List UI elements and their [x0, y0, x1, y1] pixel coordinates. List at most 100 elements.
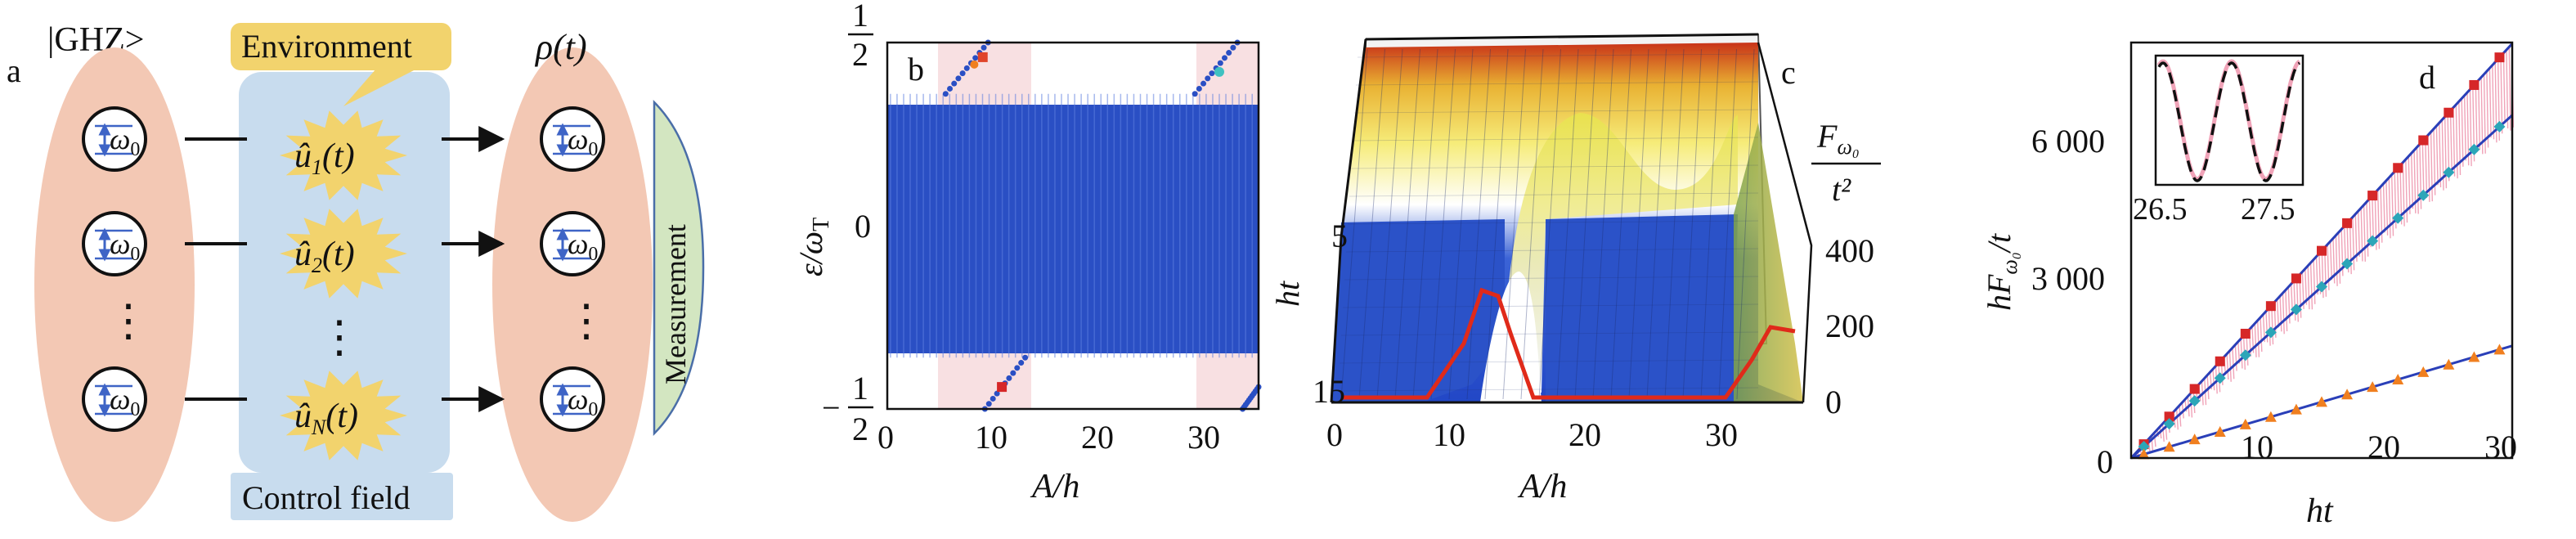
panel-d-ylabel-sub: ω₀: [1998, 252, 2022, 274]
quasienergy-point: [1205, 75, 1211, 82]
mesh-line: [1342, 303, 1759, 308]
mesh-line: [1484, 48, 1509, 400]
qubits-left: ω0 ω0 ω0: [82, 106, 147, 432]
b-ytick-bottom-den: 2: [852, 411, 868, 447]
environment-label-box: [231, 23, 451, 70]
quasienergy-point: [1217, 60, 1223, 66]
starburst-3: ûN(t): [280, 371, 407, 460]
mesh-line: [1352, 137, 1759, 141]
series-marker: [2393, 163, 2403, 173]
panel-c-edge-profile: [1341, 287, 1796, 400]
series-marker: [2317, 245, 2327, 256]
series-marker: [2316, 396, 2327, 407]
panel-c-blue-mid: [1546, 214, 1738, 402]
mesh-line: [1355, 81, 1759, 86]
mesh-line: [1345, 248, 1759, 253]
c-ytick-15: 15: [1313, 373, 1345, 410]
quasienergy-point: [1226, 50, 1232, 56]
dots-left: ⋮: [106, 296, 150, 345]
omega-label: ω0: [110, 123, 140, 160]
quasienergy-point: [1221, 55, 1227, 61]
mesh-line: [1358, 48, 1385, 400]
mesh-line: [1349, 192, 1759, 197]
burst-shape: [280, 371, 407, 460]
flow-arrows: [185, 126, 505, 412]
quasienergy-point: [1230, 44, 1236, 51]
series-marker: [2239, 418, 2251, 429]
mesh-line: [1394, 48, 1420, 400]
omega-label: ω0: [110, 227, 140, 265]
mesh-line: [1700, 48, 1720, 400]
series-marker: [2468, 351, 2480, 362]
series-marker: [2214, 372, 2226, 384]
series-marker: [2444, 107, 2454, 118]
quasienergy-point: [1006, 375, 1012, 381]
burst-shape: [280, 209, 407, 299]
panel-a-label: a: [7, 52, 21, 89]
panel-d-markers: [2138, 52, 2506, 460]
mesh-line: [1376, 48, 1403, 400]
mesh-line: [1664, 48, 1685, 400]
quasienergy-point: [942, 91, 949, 97]
speech-tail: [343, 69, 417, 106]
inset-curves: [2156, 59, 2301, 182]
b-xtick-20: 20: [1081, 419, 1114, 456]
mesh-line: [1610, 48, 1631, 400]
series-marker: [2342, 218, 2353, 228]
qubit-left: ω0: [82, 106, 147, 172]
panel-c-zlabel-num: Fω₀: [1816, 118, 1860, 159]
series-marker: [2239, 349, 2251, 362]
omega-label: ω0: [568, 383, 598, 420]
measurement-label: Measurement: [659, 224, 692, 384]
measurement-block: [653, 99, 705, 437]
panel-d-ylabel: hFω₀/t: [1981, 233, 2022, 311]
panel-c-frame-left: [1330, 38, 1367, 403]
series-marker: [2316, 281, 2327, 293]
panel-b-xlabel: A/h: [1030, 468, 1079, 505]
mesh-line: [1357, 53, 1759, 58]
quasienergy-point: [1014, 365, 1021, 371]
panel-c-label: c: [1781, 54, 1796, 91]
panel-d-frame: [2129, 41, 2514, 460]
mesh-line: [1682, 48, 1702, 400]
qubit-right: ω0: [540, 106, 605, 172]
panel-c-mesh: [1337, 48, 1759, 400]
panel-d-xlabel: ht: [2306, 492, 2334, 530]
series-marker: [2367, 191, 2378, 201]
series-marker: [2443, 358, 2455, 370]
c-ytick-5: 5: [1331, 218, 1348, 254]
d-ytick-3000: 3 000: [2031, 260, 2105, 297]
marker-circle: [1214, 66, 1225, 77]
omega-label: ω0: [568, 227, 598, 265]
d-xtick-20: 20: [2367, 429, 2400, 465]
dots-mid: ⋮: [317, 312, 361, 362]
quasienergy-point: [959, 70, 966, 77]
control-field-label: Control field: [242, 479, 411, 516]
series-marker: [2290, 303, 2302, 316]
b-ytick-bottom-sign: −: [822, 389, 841, 426]
quasienergy-point: [1209, 70, 1215, 77]
series-marker: [2164, 411, 2174, 422]
mesh-line: [1628, 48, 1649, 400]
b-ytick-zero: 0: [855, 208, 871, 245]
d-xtick-10: 10: [2241, 429, 2273, 465]
panel-a: a |GHZ> Measurement Environment Control …: [7, 21, 705, 522]
inset-curve-dashed: [2157, 61, 2300, 182]
dots-right: ⋮: [564, 296, 608, 345]
c-ztick-200: 200: [1825, 308, 1874, 344]
panel-c-ylabel: ht: [1269, 281, 1306, 307]
d-ytick-6000: 6 000: [2031, 123, 2105, 159]
mesh-line: [1718, 48, 1737, 400]
panel-d-label: d: [2419, 59, 2435, 96]
mesh-line: [1340, 48, 1368, 400]
mesh-line: [1646, 48, 1667, 400]
omega-label: ω0: [568, 123, 598, 160]
mesh-line: [1340, 331, 1759, 336]
series-marker: [2493, 120, 2506, 133]
mesh-line: [1339, 359, 1759, 364]
quasienergy-point: [955, 75, 962, 82]
series-marker: [2188, 433, 2201, 445]
panel-b-frame: [886, 41, 1260, 411]
mesh-line: [1538, 48, 1561, 400]
burst-shape: [280, 110, 407, 200]
